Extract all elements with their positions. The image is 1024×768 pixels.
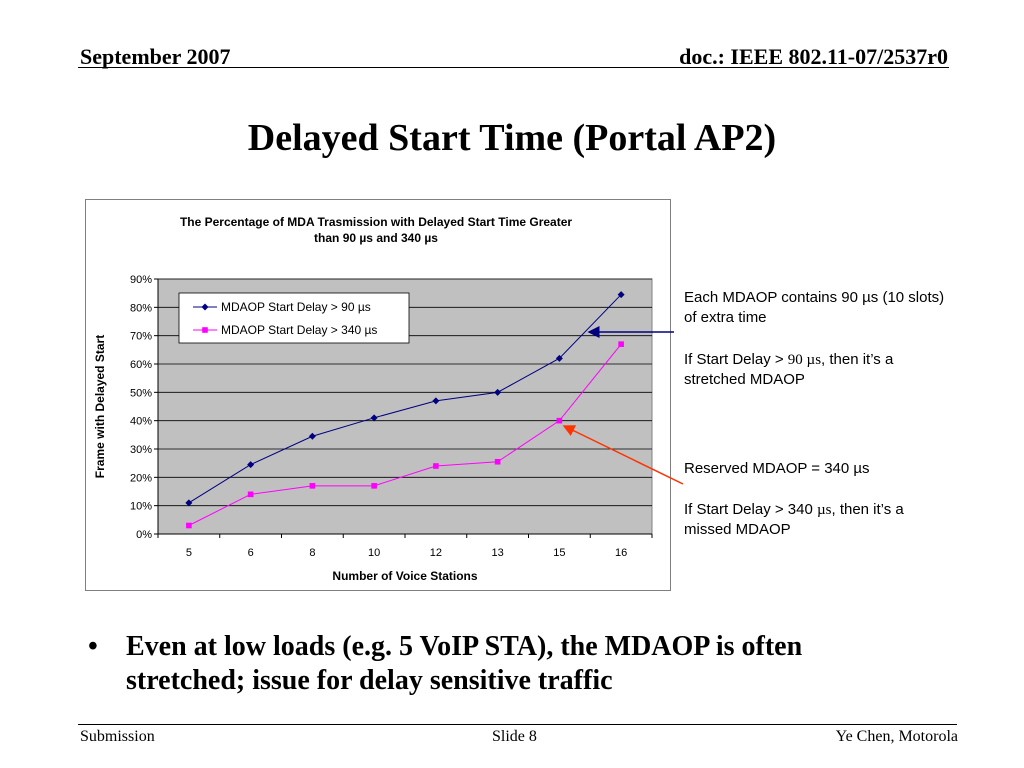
slide-title: Delayed Start Time (Portal AP2) — [247, 117, 777, 159]
chart-title-line1: The Percentage of MDA Trasmission with D… — [180, 215, 572, 229]
bullet-symbol: • — [88, 631, 98, 662]
y-tick-label: 0% — [136, 529, 152, 541]
series-line-2 — [188, 343, 622, 526]
annotation-stretched-pre: If Start Delay > — [684, 351, 788, 368]
legend-label-2: MDAOP Start Delay > 340 µs — [221, 323, 377, 337]
series-2-point — [618, 341, 624, 347]
x-tick-label: 15 — [553, 547, 565, 559]
legend-marker-2 — [202, 327, 208, 333]
annotation-missed-pre: If Start Delay > 340 — [684, 501, 817, 518]
annotation-missed: If Start Delay > 340 µs, then it’s a mis… — [684, 500, 954, 540]
series-2-point — [371, 483, 377, 489]
x-tick-label: 8 — [309, 547, 315, 559]
annotation-reserved: Reserved MDAOP = 340 µs — [684, 460, 870, 477]
x-tick-label: 6 — [248, 547, 254, 559]
annotation-stretched-mu: 90 µs — [787, 352, 822, 368]
chart-container: The Percentage of MDA Trasmission with D… — [85, 199, 671, 591]
series-2-point — [433, 463, 439, 469]
y-tick-label: 50% — [130, 387, 152, 399]
series-1-point — [247, 461, 255, 469]
footer-submission: Submission — [80, 728, 155, 745]
header-doc-id: doc.: IEEE 802.11-07/2537r0 — [679, 44, 948, 69]
series-1-point — [617, 291, 625, 299]
x-axis-label: Number of Voice Stations — [332, 569, 477, 583]
y-tick-label: 80% — [130, 302, 152, 314]
footer-author: Ye Chen, Motorola — [835, 728, 958, 745]
series-1-point — [308, 432, 316, 440]
y-tick-label: 60% — [130, 359, 152, 371]
footer-slide-number: Slide 8 — [492, 728, 537, 745]
footer-rule — [78, 724, 957, 725]
series-2-point — [247, 491, 254, 498]
x-tick-label: 10 — [368, 547, 380, 559]
x-tick-label: 13 — [492, 547, 504, 559]
series-1-point — [432, 397, 440, 405]
series-2-point — [186, 522, 192, 529]
header-date: September 2007 — [80, 44, 231, 69]
y-tick-label: 30% — [130, 444, 152, 456]
annotation-stretched-post: , then it’s a stretched MDAOP — [684, 351, 894, 388]
chart-title-line2: than 90 µs and 340 µs — [314, 231, 438, 245]
header-rule — [78, 67, 949, 68]
series-1-point — [555, 354, 563, 362]
y-tick-label: 10% — [130, 501, 152, 513]
chart-svg: The Percentage of MDA Trasmission with D… — [93, 215, 653, 583]
annotation-extra-time: Each MDAOP contains 90 µs (10 slots) of … — [684, 289, 945, 326]
legend-box — [178, 292, 410, 344]
legend-label-1: MDAOP Start Delay > 90 µs — [221, 300, 371, 314]
series-1-point — [185, 499, 193, 507]
series-1-point — [370, 414, 378, 422]
bullet-text: Even at low loads (e.g. 5 VoIP STA), the… — [126, 631, 803, 696]
y-axis-label: Frame with Delayed Start — [93, 335, 107, 478]
y-tick-label: 20% — [130, 472, 152, 484]
series-2-point — [494, 458, 501, 465]
x-tick-label: 16 — [615, 547, 627, 559]
series-1-point — [494, 388, 502, 396]
y-tick-label: 40% — [130, 416, 152, 428]
series-line-1 — [188, 294, 622, 504]
annotation-stretched: If Start Delay > 90 µs, then it’s a stre… — [684, 350, 954, 390]
legend-marker-1 — [201, 303, 209, 311]
x-tick-label: 5 — [186, 547, 192, 559]
series-2-point — [556, 417, 563, 424]
y-tick-label: 90% — [130, 274, 152, 286]
annotation-missed-post: , then it’s a missed MDAOP — [684, 501, 904, 538]
y-tick-label: 70% — [130, 331, 152, 343]
annotation-missed-mu: µs — [817, 502, 832, 518]
x-tick-label: 12 — [430, 547, 442, 559]
series-2-point — [309, 483, 316, 489]
